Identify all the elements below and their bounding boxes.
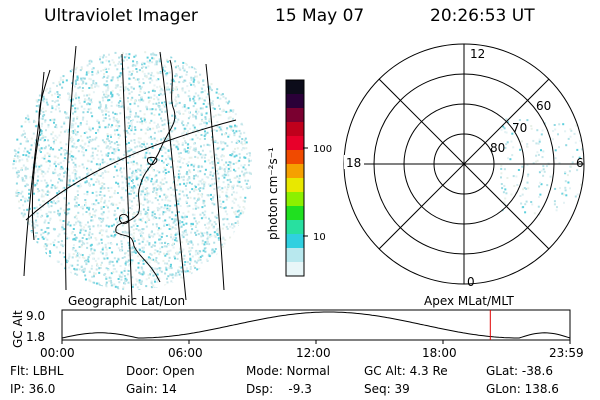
timeline-ylabel: GC Alt xyxy=(11,310,25,348)
lat-label-70: 70 xyxy=(512,121,527,135)
timeline-ytick-max: 9.0 xyxy=(26,309,45,323)
colorbar-tick-100: 100 xyxy=(313,144,332,155)
polar-grid xyxy=(343,43,585,285)
lat-label-80: 80 xyxy=(490,141,505,155)
mlt-label-12: 12 xyxy=(470,47,485,61)
colorbar xyxy=(285,79,305,277)
colorbar-tick-10: 10 xyxy=(313,232,326,243)
timeline-xtick-1800: 18:00 xyxy=(422,346,457,360)
right-map-label: Apex MLat/MLT xyxy=(424,294,514,308)
instrument-title: Ultraviolet Imager xyxy=(44,6,198,26)
status-ip: IP: 36.0 xyxy=(10,382,56,396)
timeline-xtick-2359: 23:59 xyxy=(549,346,584,360)
status-gain: Gain: 14 xyxy=(126,382,177,396)
mlt-label-6: 6 xyxy=(576,156,584,170)
status-glon: GLon: 138.6 xyxy=(486,382,559,396)
timeline-xtick-0600: 06:00 xyxy=(168,346,203,360)
lat-label-60: 60 xyxy=(536,99,551,113)
left-map-grid xyxy=(23,45,237,301)
timeline-ytick-min: 1.8 xyxy=(26,330,45,344)
left-map-label: Geographic Lat/Lon xyxy=(68,294,185,308)
time-label: 20:26:53 UT xyxy=(430,6,535,26)
status-gc-alt: GC Alt: 4.3 Re xyxy=(364,364,448,378)
status-glat: GLat: -38.6 xyxy=(486,364,553,378)
colorbar-unit-label: photon cm⁻²s⁻¹ xyxy=(266,147,280,240)
status-dsp: Dsp: -9.3 xyxy=(246,382,312,396)
status-seq: Seq: 39 xyxy=(364,382,410,396)
date-label: 15 May 07 xyxy=(275,6,365,26)
status-door: Door: Open xyxy=(126,364,195,378)
timeline-xtick-0000: 00:00 xyxy=(40,346,75,360)
mlt-label-18: 18 xyxy=(346,156,361,170)
left-image-disk xyxy=(12,51,252,290)
status-filter: Flt: LBHL xyxy=(10,364,64,378)
timeline-xtick-1200: 12:00 xyxy=(296,346,331,360)
mlt-label-0: 0 xyxy=(467,275,475,289)
timeline-frame xyxy=(61,309,571,341)
orbit-altitude-curve xyxy=(61,311,571,339)
status-mode: Mode: Normal xyxy=(246,364,330,378)
